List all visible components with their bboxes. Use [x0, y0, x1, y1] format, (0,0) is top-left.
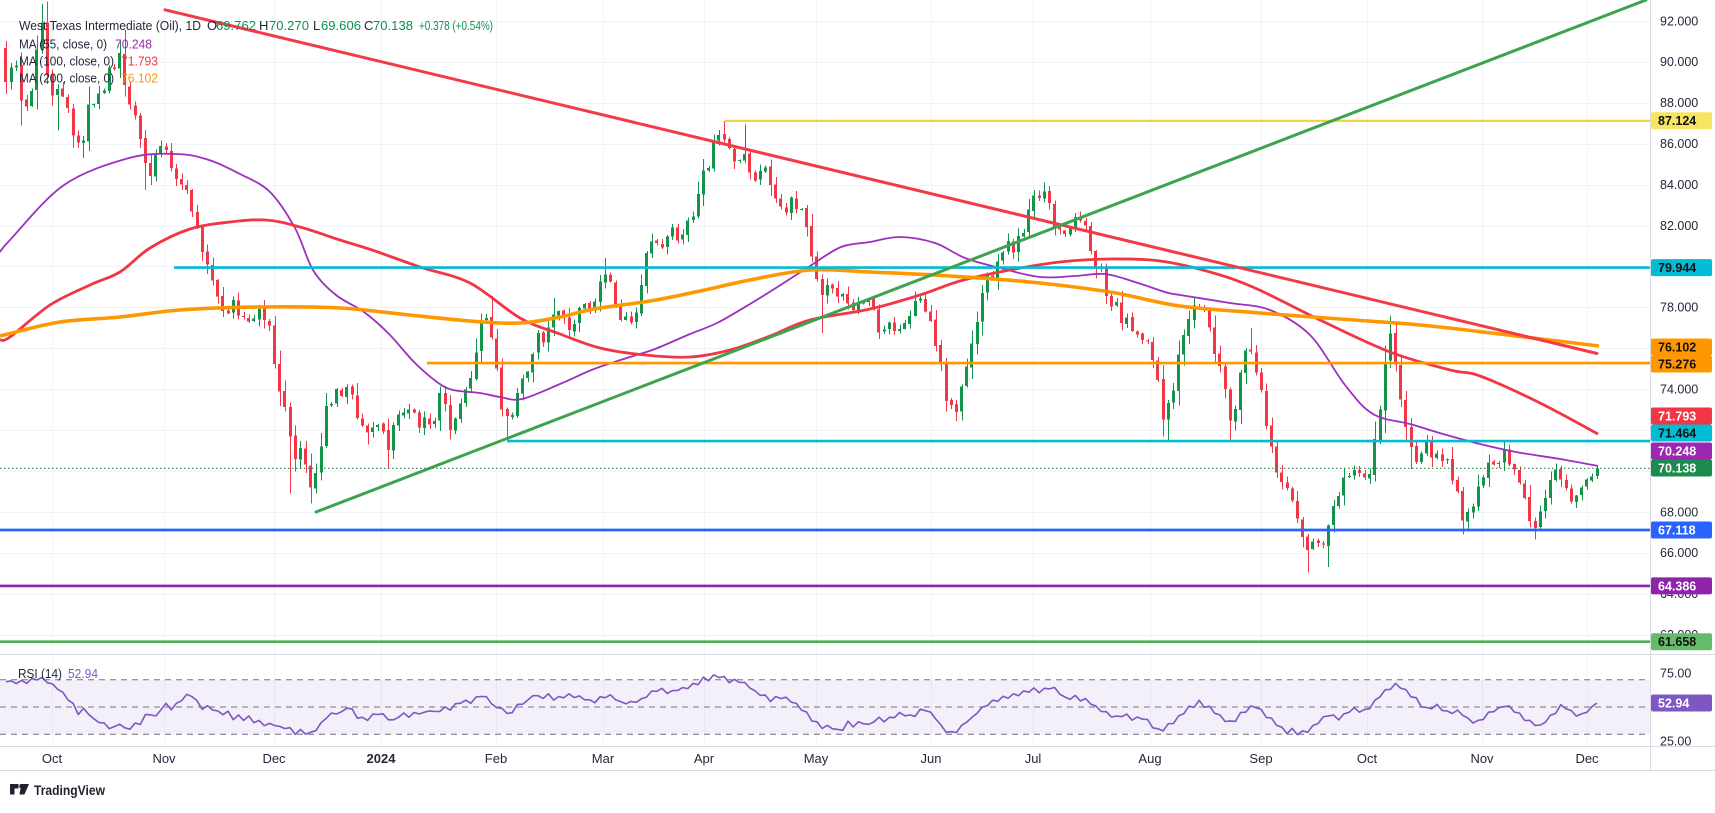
svg-text:2024: 2024	[367, 751, 397, 766]
svg-text:Feb: Feb	[485, 751, 507, 766]
svg-text:RSI (14)52.94: RSI (14) 52.94	[18, 667, 98, 681]
svg-text:West Texas Intermediate (Oil),: West Texas Intermediate (Oil), 1D O69.762…	[19, 18, 493, 33]
svg-text:Oct: Oct	[42, 751, 63, 766]
svg-text:Nov: Nov	[1470, 751, 1494, 766]
svg-text:71.464: 71.464	[1658, 426, 1696, 440]
svg-text:Dec: Dec	[262, 751, 286, 766]
svg-text:Sep: Sep	[1249, 751, 1272, 766]
svg-text:79.944: 79.944	[1658, 261, 1696, 275]
svg-text:MA (200, close, 0)76.102: MA (200, close, 0) 76.102	[19, 71, 158, 86]
svg-text:May: May	[804, 751, 829, 766]
svg-text:64.386: 64.386	[1658, 579, 1696, 593]
svg-text:Nov: Nov	[152, 751, 176, 766]
svg-text:75.00: 75.00	[1660, 666, 1691, 680]
svg-text:84.000: 84.000	[1660, 178, 1698, 192]
svg-text:76.102: 76.102	[1658, 340, 1696, 354]
svg-text:25.00: 25.00	[1660, 734, 1691, 748]
svg-text:Mar: Mar	[592, 751, 615, 766]
svg-text:88.000: 88.000	[1660, 96, 1698, 110]
svg-text:Dec: Dec	[1575, 751, 1599, 766]
svg-text:75.276: 75.276	[1658, 357, 1696, 371]
svg-text:70.248: 70.248	[1658, 444, 1696, 458]
svg-text:92.000: 92.000	[1660, 14, 1698, 28]
svg-text:61.658: 61.658	[1658, 635, 1696, 649]
svg-text:67.118: 67.118	[1658, 523, 1696, 537]
svg-text:Oct: Oct	[1357, 751, 1378, 766]
svg-text:TradingView: TradingView	[34, 782, 105, 798]
svg-text:70.138: 70.138	[1658, 461, 1696, 475]
svg-text:Jul: Jul	[1025, 751, 1042, 766]
svg-text:66.000: 66.000	[1660, 546, 1698, 560]
svg-text:68.000: 68.000	[1660, 505, 1698, 519]
svg-text:MA (55, close, 0)70.248: MA (55, close, 0) 70.248	[19, 37, 152, 52]
svg-text:Aug: Aug	[1138, 751, 1161, 766]
svg-text:86.000: 86.000	[1660, 137, 1698, 151]
svg-text:71.793: 71.793	[1658, 409, 1696, 423]
svg-text:Apr: Apr	[694, 751, 715, 766]
svg-text:MA (100, close, 0)71.793: MA (100, close, 0) 71.793	[19, 54, 158, 69]
svg-text:74.000: 74.000	[1660, 383, 1698, 397]
svg-text:90.000: 90.000	[1660, 55, 1698, 69]
svg-text:87.124: 87.124	[1658, 114, 1696, 128]
svg-text:78.000: 78.000	[1660, 301, 1698, 315]
svg-text:52.94: 52.94	[1658, 696, 1689, 710]
svg-text:82.000: 82.000	[1660, 219, 1698, 233]
svg-text:Jun: Jun	[921, 751, 942, 766]
